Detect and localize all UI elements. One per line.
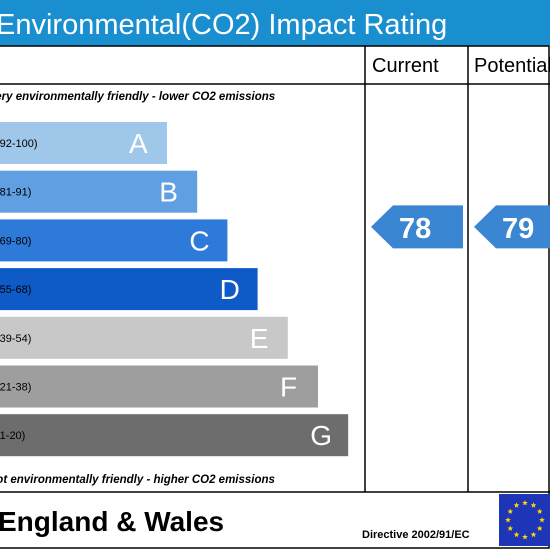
rating-bands: (92-100) A (81-91) B (69-80) C (55-68) D (39-54)… <box>0 122 349 457</box>
eu-star <box>536 525 543 531</box>
eu-star <box>522 534 528 540</box>
eu-star <box>513 502 520 508</box>
band-bar <box>0 365 318 408</box>
band-bar <box>0 268 258 311</box>
eu-star <box>513 531 520 538</box>
eu-star <box>507 508 514 514</box>
band-bar <box>0 414 349 457</box>
band-c: (69-80) C <box>0 219 228 262</box>
rating-arrow-shape <box>371 205 463 249</box>
band-range-label: (69-80) <box>0 235 31 247</box>
band-letter: G <box>310 420 332 451</box>
band-letter: A <box>129 128 148 159</box>
top-note: Very environmentally friendly - lower CO… <box>0 91 275 103</box>
chart-frame <box>0 45 550 549</box>
band-range-label: (81-91) <box>0 187 31 199</box>
band-letter: E <box>250 323 269 354</box>
eu-flag-icon <box>499 494 550 546</box>
eu-star <box>507 525 514 531</box>
band-letter: F <box>280 372 297 403</box>
potential-rating-arrow: 79 <box>474 205 550 249</box>
band-bar <box>0 219 228 262</box>
title-bar <box>0 0 550 46</box>
eu-star <box>536 508 543 514</box>
current-column-header: Current <box>372 55 439 77</box>
band-letter: C <box>189 225 209 256</box>
eu-star <box>530 531 537 538</box>
band-range-label: (55-68) <box>0 284 31 296</box>
region-label: England & Wales <box>0 506 224 537</box>
rating-value: 79 <box>502 213 534 245</box>
rating-arrows: 78 79 <box>371 205 550 249</box>
bottom-note: Not environmentally friendly - higher CO… <box>0 474 275 486</box>
band-f: (21-38) F <box>0 365 318 408</box>
directive-label: Directive 2002/91/EC <box>362 529 470 541</box>
eu-star <box>530 502 537 508</box>
band-range-label: (92-100) <box>0 138 38 150</box>
band-e: (39-54) E <box>0 316 288 359</box>
potential-column-header: Potential <box>474 55 550 77</box>
eu-star <box>539 517 545 523</box>
chart-title: Environmental(CO2) Impact Rating <box>0 9 447 41</box>
band-range-label: (21-38) <box>0 382 31 394</box>
band-b: (81-91) B <box>0 170 198 213</box>
band-range-label: (1-20) <box>0 430 25 442</box>
eu-star <box>522 500 528 506</box>
band-bar <box>0 122 167 164</box>
band-letter: D <box>220 274 240 305</box>
band-d: (55-68) D <box>0 268 258 311</box>
rating-value: 78 <box>399 213 431 245</box>
band-range-label: (39-54) <box>0 333 31 345</box>
band-g: (1-20) G <box>0 414 349 457</box>
eu-star <box>505 517 511 523</box>
band-letter: B <box>159 177 178 208</box>
band-a: (92-100) A <box>0 122 167 164</box>
current-rating-arrow: 78 <box>371 205 463 249</box>
band-bar <box>0 170 198 213</box>
rating-arrow-shape <box>474 205 550 249</box>
band-bar <box>0 316 288 359</box>
